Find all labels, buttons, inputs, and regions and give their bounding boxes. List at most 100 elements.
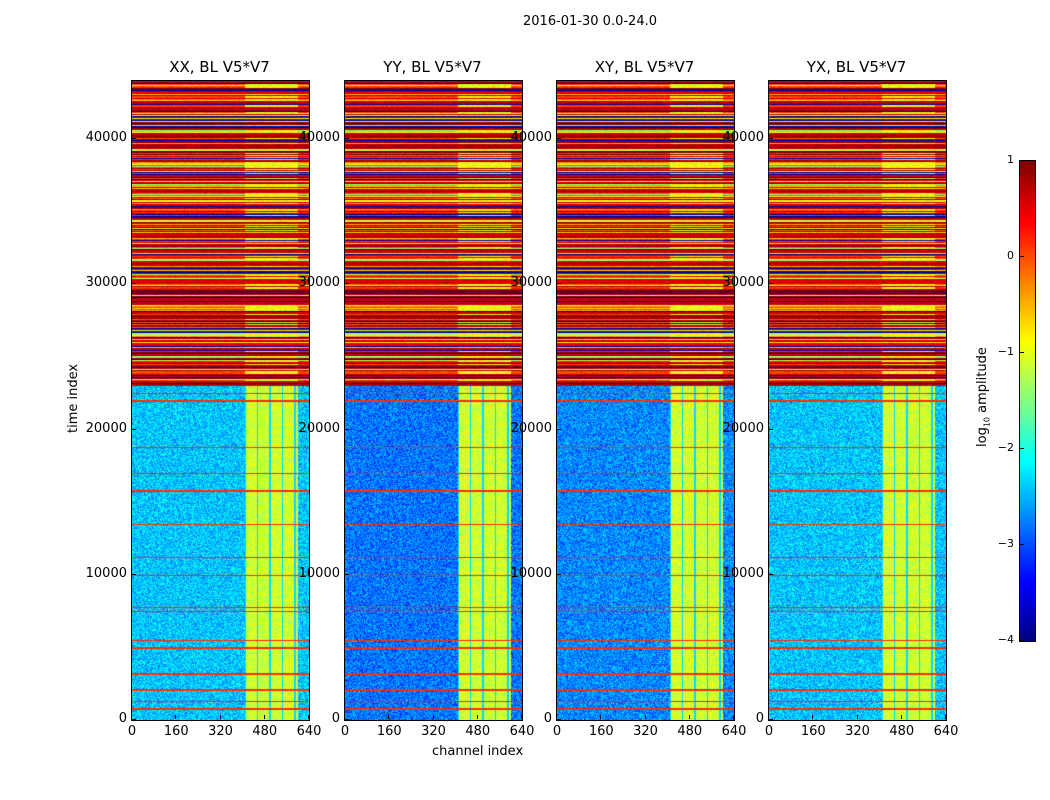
y-tick-mark <box>557 283 561 285</box>
x-tick-mark <box>768 715 769 719</box>
x-tick-mark <box>344 715 345 719</box>
x-tick-mark <box>600 715 602 719</box>
x-tick-mark <box>556 715 557 719</box>
x-tick-label: 640 <box>509 724 535 739</box>
y-tick-mark <box>557 719 561 720</box>
colorbar <box>1019 160 1036 642</box>
y-tick-label: 10000 <box>298 565 340 581</box>
y-tick-mark <box>345 138 349 140</box>
y-tick-mark <box>132 573 136 575</box>
x-tick-label: 480 <box>889 724 915 739</box>
heatmap-image <box>132 81 309 720</box>
x-tick-label: 320 <box>421 724 446 739</box>
colorbar-tick-label: 1 <box>1007 153 1014 166</box>
y-tick-mark <box>345 719 349 720</box>
y-tick-mark <box>769 428 773 430</box>
colorbar-tick-label: −2 <box>997 441 1014 454</box>
x-tick-mark <box>219 715 221 719</box>
colorbar-tick-label: −4 <box>997 633 1014 646</box>
y-tick-mark <box>557 138 561 140</box>
x-tick-label: 640 <box>933 724 959 739</box>
y-tick-mark <box>557 428 561 430</box>
colorbar-tick-label: −1 <box>997 345 1014 358</box>
x-tick-label: 480 <box>252 724 278 739</box>
y-tick-mark <box>345 573 349 575</box>
panel-title-1: YY, BL V5*V7 <box>383 58 482 76</box>
x-tick-label: 0 <box>127 724 137 739</box>
x-tick-mark <box>476 715 478 719</box>
x-tick-mark <box>432 715 434 719</box>
y-tick-mark <box>132 428 136 430</box>
heatmap-panel-0 <box>131 80 310 721</box>
x-tick-label: 480 <box>677 724 703 739</box>
colorbar-tick-mark <box>1020 160 1024 161</box>
y-tick-label: 20000 <box>298 420 340 436</box>
y-tick-label: 20000 <box>85 420 127 436</box>
y-tick-label: 0 <box>118 711 127 726</box>
y-tick-label: 20000 <box>510 420 552 436</box>
y-tick-mark <box>132 283 136 285</box>
y-tick-label: 10000 <box>85 565 127 581</box>
x-tick-label: 160 <box>163 724 189 739</box>
y-tick-label: 0 <box>755 711 764 726</box>
y-tick-label: 30000 <box>722 275 764 291</box>
y-tick-label: 30000 <box>85 275 127 291</box>
x-tick-label: 640 <box>296 724 322 739</box>
x-tick-label: 0 <box>340 724 350 739</box>
colorbar-tick-mark <box>1020 256 1024 257</box>
y-tick-label: 40000 <box>722 130 764 146</box>
x-tick-mark <box>263 715 265 719</box>
x-tick-mark <box>175 715 177 719</box>
y-tick-mark <box>769 719 773 720</box>
y-tick-label: 40000 <box>510 130 552 146</box>
heatmap-panel-2 <box>556 80 735 721</box>
x-tick-label: 0 <box>552 724 562 739</box>
x-axis-label: channel index <box>432 744 524 759</box>
colorbar-tick-label: 0 <box>1007 249 1014 262</box>
y-tick-label: 30000 <box>510 275 552 291</box>
x-tick-mark <box>812 715 814 719</box>
panel-title-0: XX, BL V5*V7 <box>169 58 270 76</box>
x-tick-label: 480 <box>465 724 491 739</box>
y-tick-mark <box>345 283 349 285</box>
y-tick-label: 0 <box>543 711 552 726</box>
x-tick-label: 320 <box>208 724 233 739</box>
x-tick-label: 160 <box>376 724 402 739</box>
y-tick-mark <box>769 138 773 140</box>
y-tick-label: 10000 <box>510 565 552 581</box>
x-tick-mark <box>131 715 132 719</box>
panel-title-3: YX, BL V5*V7 <box>806 58 907 76</box>
heatmap-image <box>769 81 946 720</box>
x-tick-mark <box>733 715 734 719</box>
x-tick-label: 640 <box>721 724 747 739</box>
y-tick-mark <box>345 428 349 430</box>
colorbar-tick-label: −3 <box>997 537 1014 550</box>
x-tick-mark <box>945 715 946 719</box>
y-tick-mark <box>132 138 136 140</box>
x-tick-mark <box>688 715 690 719</box>
colorbar-tick-mark <box>1020 544 1024 545</box>
x-tick-mark <box>644 715 646 719</box>
y-tick-mark <box>769 573 773 575</box>
x-tick-mark <box>388 715 390 719</box>
y-tick-label: 40000 <box>298 130 340 146</box>
x-tick-label: 320 <box>845 724 870 739</box>
colorbar-gradient <box>1020 161 1035 641</box>
x-tick-mark <box>521 715 522 719</box>
y-tick-label: 10000 <box>722 565 764 581</box>
heatmap-panel-1 <box>344 80 523 721</box>
x-tick-label: 320 <box>633 724 658 739</box>
x-tick-label: 160 <box>588 724 614 739</box>
colorbar-tick-mark <box>1020 352 1024 353</box>
y-tick-mark <box>769 283 773 285</box>
y-tick-label: 40000 <box>85 130 127 146</box>
y-tick-mark <box>132 719 136 720</box>
x-tick-label: 0 <box>764 724 774 739</box>
x-tick-mark <box>308 715 309 719</box>
figure-title: 2016-01-30 0.0-24.0 <box>523 14 657 29</box>
y-tick-label: 20000 <box>722 420 764 436</box>
y-tick-mark <box>557 573 561 575</box>
colorbar-tick-mark <box>1020 640 1024 641</box>
colorbar-tick-mark <box>1020 448 1024 449</box>
